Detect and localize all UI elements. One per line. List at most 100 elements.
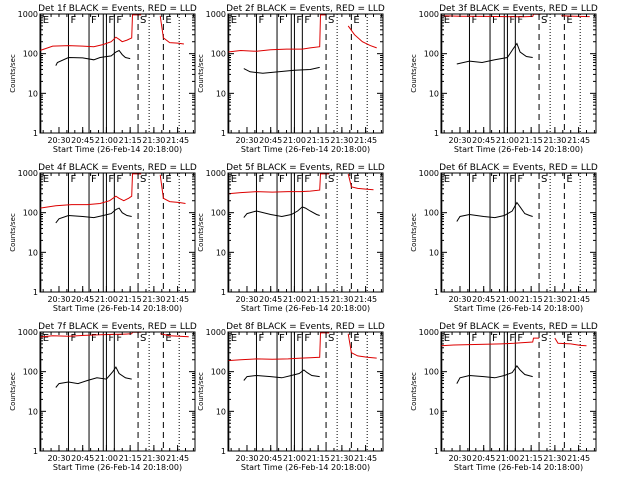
x-tick-label: 20:30: [448, 136, 471, 145]
event-marker-label: S: [328, 333, 334, 344]
y-tick-label: 1000: [18, 169, 38, 178]
event-marker-label: S: [140, 15, 146, 26]
x-tick-label: 21:30: [330, 454, 353, 463]
event-marker-label: F: [296, 174, 302, 185]
event-marker-label: F: [258, 174, 264, 185]
y-tick-label: 1: [221, 129, 226, 138]
y-tick-label: 1000: [419, 328, 439, 337]
y-tick-label: 1000: [419, 10, 439, 19]
event-marker-label: S: [328, 15, 334, 26]
y-tick-label: 1000: [206, 328, 226, 337]
events-series-line: [243, 369, 320, 381]
event-marker-label: E: [444, 15, 450, 26]
x-tick-label: 20:30: [448, 454, 471, 463]
x-tick-label: 20:30: [235, 454, 258, 463]
panel-title: Det 2f BLACK = Events, RED = LLD: [226, 4, 385, 14]
panel-title: Det 4f BLACK = Events, RED = LLD: [38, 163, 197, 173]
x-tick-label: 21:30: [142, 454, 165, 463]
x-tick-label: 21:30: [330, 136, 353, 145]
y-tick-label: 1: [221, 288, 226, 297]
y-axis-label: Counts/sec: [9, 372, 17, 411]
plot-frame: [440, 331, 597, 452]
x-tick-label: 21:15: [307, 136, 330, 145]
x-axis-label: Start Time (26-Feb-14 20:18:00): [454, 463, 583, 472]
y-tick-label: 1: [33, 288, 38, 297]
lld-series-line: [159, 174, 186, 204]
x-tick-label: 21:15: [520, 295, 543, 304]
panel-title: Det 1f BLACK = Events, RED = LLD: [38, 4, 197, 14]
event-marker-label: E: [444, 333, 450, 344]
y-axis-label: Counts/sec: [197, 213, 205, 252]
x-tick-label: 21:45: [354, 136, 377, 145]
event-marker-label: E: [353, 15, 359, 26]
event-marker-label: S: [140, 174, 146, 185]
lld-series-line: [227, 14, 327, 53]
x-tick-label: 21:00: [496, 295, 519, 304]
x-tick-label: 21:15: [307, 454, 330, 463]
event-marker-label: E: [165, 333, 171, 344]
lld-series-line: [347, 173, 374, 191]
x-tick-label: 21:00: [496, 454, 519, 463]
x-tick-label: 21:45: [166, 136, 189, 145]
x-tick-label: 20:30: [448, 295, 471, 304]
x-tick-label: 21:30: [543, 295, 566, 304]
x-tick-label: 20:30: [47, 136, 70, 145]
y-tick-label: 1000: [206, 169, 226, 178]
x-tick-label: 20:45: [259, 295, 282, 304]
x-tick-label: 21:45: [354, 295, 377, 304]
lld-series-line: [227, 173, 330, 195]
event-marker-label: F: [279, 15, 285, 26]
y-tick-label: 100: [424, 209, 439, 218]
x-tick-label: 21:30: [543, 136, 566, 145]
event-marker-label: E: [231, 333, 237, 344]
event-marker-label: F: [108, 174, 114, 185]
x-axis-label: Start Time (26-Feb-14 20:18:00): [241, 145, 370, 154]
plot-frame: [227, 13, 384, 134]
x-tick-label: 20:30: [235, 136, 258, 145]
event-marker-label: F: [70, 333, 76, 344]
x-tick-label: 20:30: [235, 295, 258, 304]
lld-series-line: [440, 13, 541, 18]
event-marker-label: F: [108, 333, 114, 344]
panel-title: Det 7f BLACK = Events, RED = LLD: [38, 322, 197, 332]
x-tick-label: 21:00: [95, 136, 118, 145]
y-tick-label: 10: [28, 248, 38, 257]
x-tick-label: 21:15: [307, 295, 330, 304]
y-tick-label: 1000: [18, 328, 38, 337]
plot-frame: [440, 172, 597, 293]
x-tick-label: 20:45: [472, 454, 495, 463]
plot-frame: [227, 331, 384, 452]
x-tick-label: 20:45: [259, 136, 282, 145]
plot-frame: [39, 331, 196, 452]
x-tick-label: 21:15: [119, 136, 142, 145]
y-tick-label: 100: [23, 209, 38, 218]
event-marker-label: F: [471, 333, 477, 344]
x-tick-label: 21:30: [330, 295, 353, 304]
x-tick-label: 21:00: [496, 136, 519, 145]
event-marker-label: E: [165, 15, 171, 26]
event-marker-label: S: [541, 174, 547, 185]
y-tick-label: 1000: [18, 10, 38, 19]
lld-series-line: [347, 333, 377, 359]
x-tick-label: 21:00: [95, 295, 118, 304]
x-tick-label: 21:00: [283, 454, 306, 463]
event-marker-label: F: [91, 15, 97, 26]
event-marker-label: F: [296, 15, 302, 26]
events-series-line: [456, 42, 533, 65]
y-axis-label: Counts/sec: [410, 213, 418, 252]
x-axis-label: Start Time (26-Feb-14 20:18:00): [53, 145, 182, 154]
events-series-line: [243, 66, 320, 74]
event-marker-label: F: [279, 333, 285, 344]
x-tick-label: 21:00: [283, 295, 306, 304]
plot-frame: [39, 172, 196, 293]
y-tick-label: 10: [216, 248, 226, 257]
plot-frame: [39, 13, 196, 134]
x-tick-label: 20:45: [472, 295, 495, 304]
event-marker-label: F: [70, 174, 76, 185]
event-marker-label: F: [279, 174, 285, 185]
events-series-line: [55, 207, 132, 224]
event-marker-label: F: [296, 333, 302, 344]
